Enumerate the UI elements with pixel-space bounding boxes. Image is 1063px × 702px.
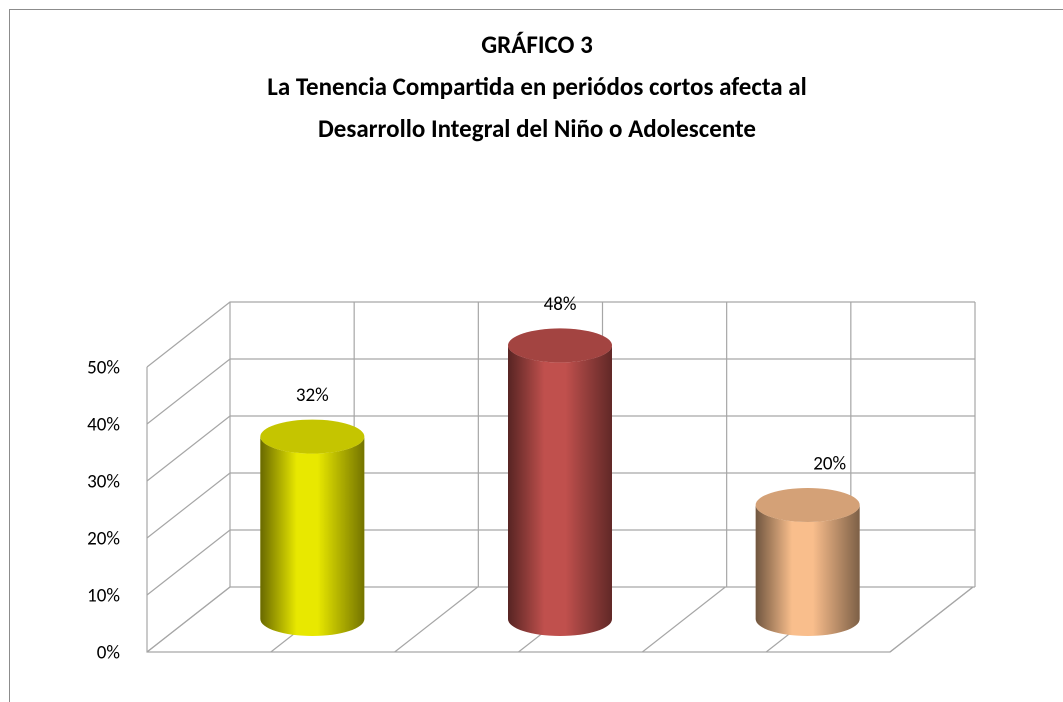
floor-line bbox=[394, 586, 479, 653]
y-tick-label: 10% bbox=[87, 585, 120, 608]
y-tick-label: 0% bbox=[97, 642, 120, 665]
y-tick-label: 30% bbox=[87, 471, 120, 494]
bar-top-shade bbox=[508, 328, 612, 363]
axis-line bbox=[146, 367, 974, 653]
data-label: 48% bbox=[544, 293, 577, 316]
chart-title: GRÁFICO 3 bbox=[481, 29, 593, 60]
y-tick-label: 40% bbox=[87, 414, 120, 437]
bar-top bbox=[260, 419, 365, 454]
y-tick-label: 50% bbox=[87, 357, 120, 380]
data-label: 20% bbox=[813, 453, 846, 476]
bar-top bbox=[755, 488, 860, 522]
bar-top bbox=[508, 328, 612, 363]
bar-top-shade bbox=[755, 488, 860, 522]
bar-top-shade bbox=[260, 419, 365, 454]
chart-title: Desarrollo Integral del Niño o Adolescen… bbox=[318, 113, 756, 144]
chart-title: La Tenencia Compartida en periódos corto… bbox=[267, 71, 806, 102]
floor-line bbox=[146, 586, 231, 653]
data-label: 32% bbox=[296, 384, 329, 407]
y-tick-label: 20% bbox=[87, 528, 120, 551]
bar-shade bbox=[260, 436, 365, 636]
floor-line bbox=[641, 586, 726, 653]
bar-shade bbox=[755, 505, 860, 636]
bar-shade bbox=[508, 345, 612, 636]
